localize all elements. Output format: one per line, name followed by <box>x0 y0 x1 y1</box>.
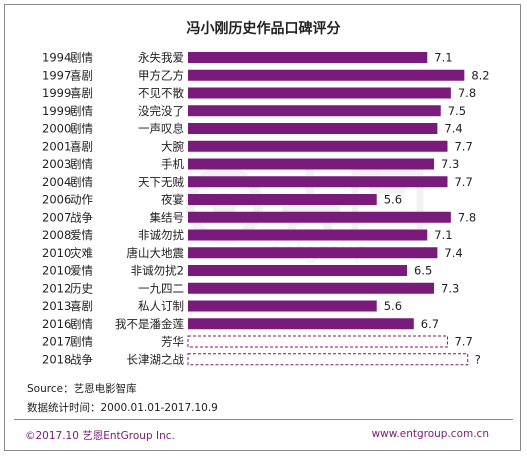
year-label: 2001 <box>42 139 71 153</box>
movie-label: 我不是潘金莲 <box>115 317 184 331</box>
rating-bar <box>188 282 435 294</box>
genre-label: 剧情 <box>70 122 93 136</box>
genre-label: 剧情 <box>70 317 93 331</box>
rating-bar <box>188 194 377 205</box>
movie-label: 没完没了 <box>138 104 184 118</box>
year-label: 2000 <box>42 122 71 136</box>
movie-label: 不见不散 <box>138 86 184 100</box>
year-label: 2017 <box>42 335 71 349</box>
rating-bar <box>188 140 448 152</box>
rating-bar <box>188 105 441 117</box>
value-label: 6.5 <box>414 264 432 278</box>
rating-bar <box>188 265 408 276</box>
value-label: 7.7 <box>454 175 472 189</box>
year-label: 2018 <box>42 352 71 366</box>
value-label: 8.2 <box>471 68 489 82</box>
value-label: 5.6 <box>384 193 402 207</box>
rating-bar <box>188 176 448 188</box>
genre-label: 剧情 <box>70 157 93 171</box>
movie-label: 永失我爱 <box>138 51 184 65</box>
period-line: 数据统计时间：2000.01.01-2017.10.9 <box>27 402 218 414</box>
year-label: 2012 <box>42 281 71 295</box>
rating-bar <box>188 300 377 312</box>
movie-label: 芳华 <box>161 335 184 349</box>
movie-label: 手机 <box>161 157 184 171</box>
movie-label: 集结号 <box>150 210 185 224</box>
rating-bar <box>188 69 465 81</box>
value-label: 7.3 <box>441 157 459 171</box>
value-label: 7.4 <box>444 246 462 260</box>
movie-label: 唐山大地震 <box>127 246 185 260</box>
year-label: 1999 <box>42 104 71 118</box>
pending-bar <box>187 335 448 348</box>
year-label: 2010 <box>42 246 71 260</box>
rating-bar <box>188 247 438 259</box>
genre-label: 喜剧 <box>70 86 93 100</box>
value-label: 7.1 <box>434 51 452 65</box>
genre-label: 爱情 <box>70 264 93 278</box>
movie-label: 一声叹息 <box>138 122 184 136</box>
genre-label: 喜剧 <box>70 139 93 153</box>
genre-label: 战争 <box>70 210 93 224</box>
value-label: 7.5 <box>448 104 466 118</box>
value-label: 7.7 <box>454 139 472 153</box>
genre-label: 喜剧 <box>70 299 93 313</box>
genre-label: 喜剧 <box>70 68 93 82</box>
rating-bar <box>188 318 414 330</box>
genre-label: 剧情 <box>70 335 93 349</box>
year-label: 1997 <box>42 68 71 82</box>
year-label: 2006 <box>42 193 71 207</box>
year-label: 2010 <box>42 264 71 278</box>
footer-copyright: ©2017.10 艺恩EntGroup Inc. <box>25 430 175 442</box>
year-label: 2007 <box>42 210 71 224</box>
genre-label: 灾难 <box>70 246 93 260</box>
rating-bar <box>188 211 451 223</box>
value-label: 7.1 <box>434 228 452 242</box>
movie-label: 非诚勿扰2 <box>131 264 184 278</box>
footer-website: www.entgroup.com.cn <box>371 428 489 440</box>
genre-label: 动作 <box>70 193 93 207</box>
value-label: ? <box>475 352 481 366</box>
year-label: 2004 <box>42 175 71 189</box>
source-line: Source：艺恩电影智库 <box>27 383 137 395</box>
genre-label: 爱情 <box>70 228 93 242</box>
value-label: 5.6 <box>384 299 402 313</box>
rating-bar <box>188 87 451 99</box>
chart-title: 冯小刚历史作品口碑评分 <box>186 21 341 37</box>
genre-label: 剧情 <box>70 175 93 189</box>
value-label: 7.8 <box>458 210 476 224</box>
year-label: 2003 <box>42 157 71 171</box>
year-label: 2016 <box>42 317 71 331</box>
value-label: 6.7 <box>421 317 439 331</box>
year-label: 1999 <box>42 86 71 100</box>
movie-label: 甲方乙方 <box>138 68 184 82</box>
rating-bar <box>188 229 428 241</box>
genre-label: 剧情 <box>70 104 93 118</box>
genre-label: 历史 <box>70 281 93 295</box>
value-label: 7.8 <box>458 86 476 100</box>
movie-label: 天下无贼 <box>138 175 184 189</box>
movie-label: 长津湖之战 <box>127 352 185 366</box>
rating-bar <box>188 52 428 63</box>
divider <box>14 419 513 420</box>
pending-bar <box>187 353 469 366</box>
movie-label: 一九四二 <box>138 281 184 295</box>
year-label: 2013 <box>42 299 71 313</box>
movie-label: 夜宴 <box>161 193 184 207</box>
movie-label: 私人订制 <box>138 299 184 313</box>
year-label: 2008 <box>42 228 71 242</box>
value-label: 7.4 <box>444 122 462 136</box>
year-label: 1994 <box>42 51 71 65</box>
value-label: 7.7 <box>454 335 472 349</box>
genre-label: 剧情 <box>70 51 93 65</box>
rating-bar <box>188 158 435 170</box>
movie-label: 大腕 <box>161 139 184 153</box>
value-label: 7.3 <box>441 281 459 295</box>
genre-label: 战争 <box>70 352 93 366</box>
movie-label: 非诚勿扰 <box>138 228 184 242</box>
rating-bar <box>188 123 438 134</box>
